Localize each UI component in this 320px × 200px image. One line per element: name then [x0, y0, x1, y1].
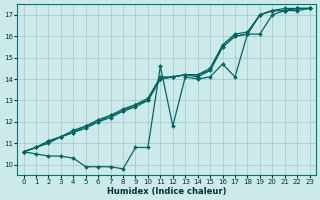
- X-axis label: Humidex (Indice chaleur): Humidex (Indice chaleur): [107, 187, 226, 196]
